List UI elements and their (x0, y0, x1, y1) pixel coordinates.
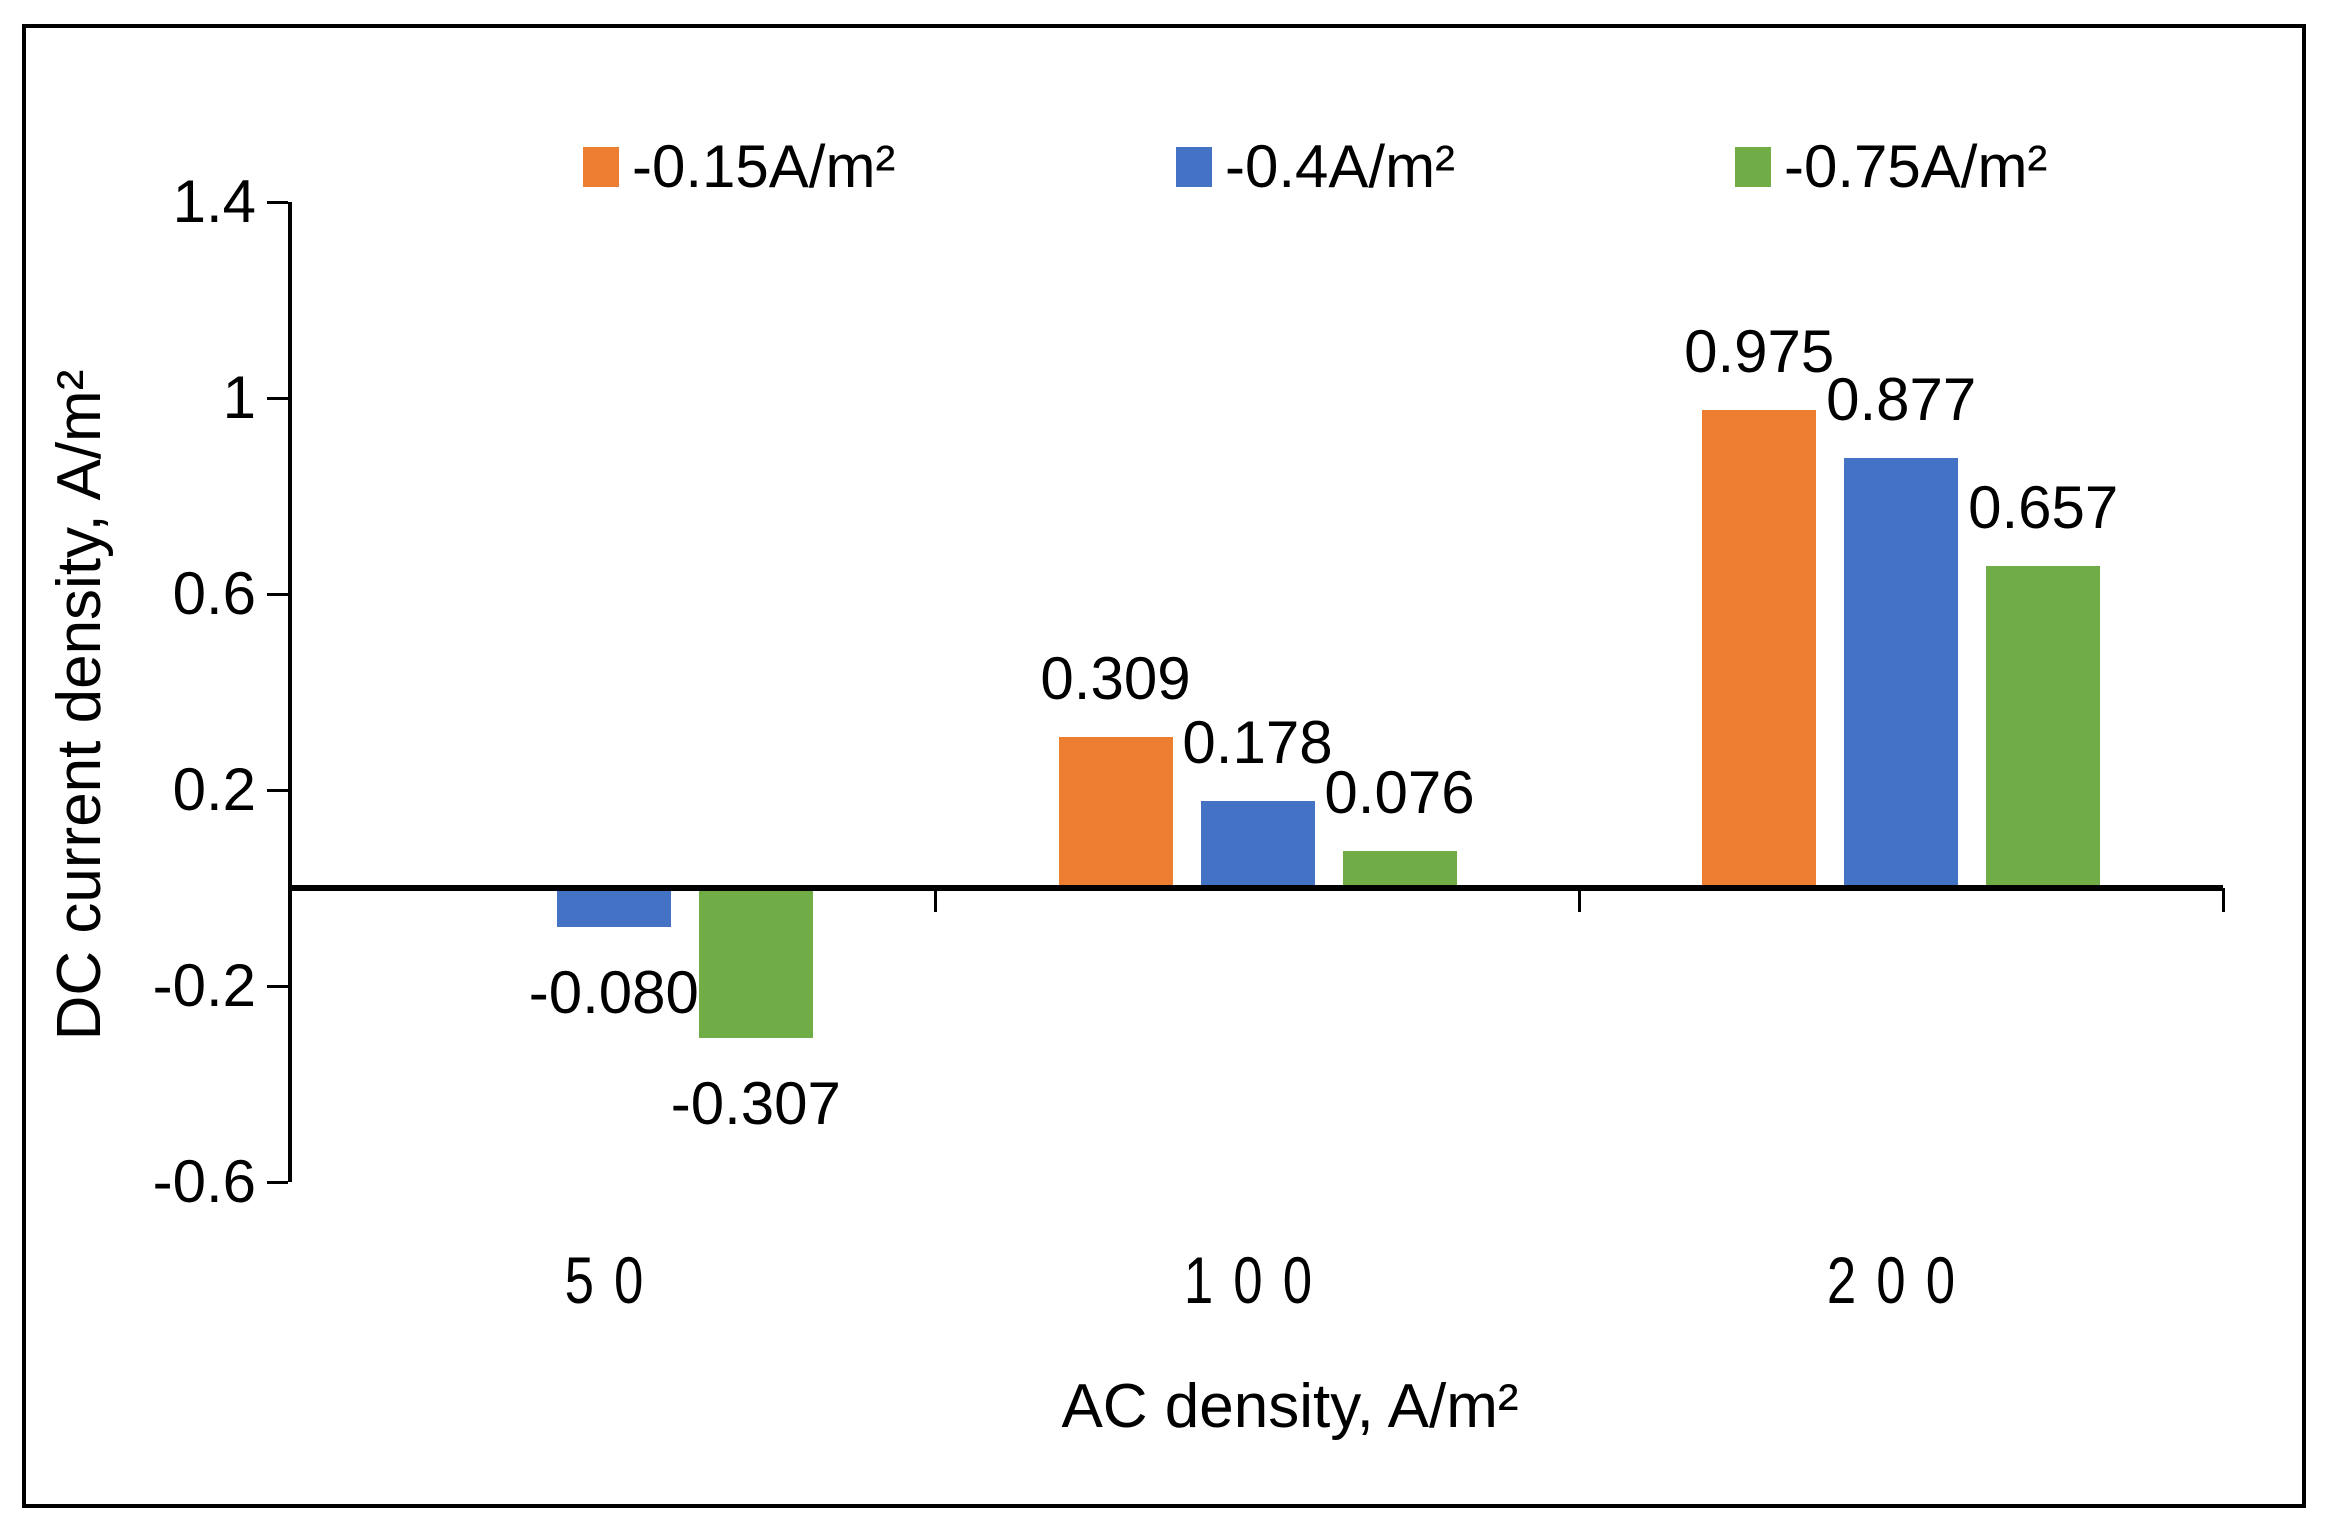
bar-series2-cat3 (1844, 458, 1959, 888)
x-axis-tick (1577, 888, 1581, 912)
bar-series2-cat1 (556, 888, 671, 928)
bar-series2-cat2 (1200, 800, 1315, 888)
x-axis-baseline (292, 885, 2223, 891)
x-axis-title: AC density, A/m² (1061, 1372, 1519, 1441)
y-axis-tick (267, 592, 288, 596)
y-tick-label: 0.6 (172, 560, 256, 627)
bar-series3-cat1 (698, 888, 813, 1039)
legend-marker-icon (1176, 147, 1212, 187)
y-axis-tick (267, 396, 288, 400)
legend-label: -0.15A/m² (632, 133, 896, 200)
data-label: 0.877 (1826, 366, 1977, 434)
y-axis-tick (267, 984, 288, 988)
x-category-label: 200 (1827, 1243, 1976, 1317)
bar-series3-cat3 (1986, 566, 2101, 888)
y-tick-label: 0.2 (172, 756, 256, 823)
y-axis-tick (267, 1180, 288, 1184)
legend-marker-icon (1735, 147, 1771, 187)
legend-label: -0.75A/m² (1784, 133, 2048, 200)
data-label: 0.178 (1182, 708, 1333, 776)
y-axis-tick (267, 200, 288, 204)
legend-item-series1: -0.15A/m² (583, 132, 895, 202)
bar-series3-cat2 (1342, 850, 1457, 888)
data-label: -0.307 (670, 1070, 841, 1138)
data-label: 0.975 (1684, 318, 1835, 386)
legend-marker-icon (583, 147, 619, 187)
y-axis-line (288, 202, 292, 1182)
y-axis-title: DC current density, A/m² (45, 369, 114, 1041)
y-tick-label: -0.2 (152, 952, 256, 1019)
x-axis-tick (934, 888, 938, 912)
data-label: 0.309 (1040, 644, 1191, 712)
figure-border (22, 24, 2306, 1508)
data-label: 0.076 (1324, 758, 1475, 826)
data-label: -0.080 (528, 959, 699, 1027)
x-category-label: 50 (564, 1243, 664, 1317)
y-tick-label: 1 (222, 364, 256, 431)
legend-item-series2: -0.4A/m² (1176, 132, 1455, 202)
legend-item-series3: -0.75A/m² (1735, 132, 2047, 202)
data-label: 0.657 (1968, 474, 2119, 542)
bar-series1-cat3 (1702, 410, 1817, 888)
bar-series1-cat2 (1058, 736, 1173, 888)
x-category-label: 100 (1183, 1243, 1332, 1317)
legend-label: -0.4A/m² (1225, 133, 1456, 200)
x-axis-tick (2221, 888, 2225, 912)
y-axis-tick (267, 788, 288, 792)
y-tick-label: 1.4 (172, 168, 256, 235)
y-tick-label: -0.6 (152, 1148, 256, 1215)
